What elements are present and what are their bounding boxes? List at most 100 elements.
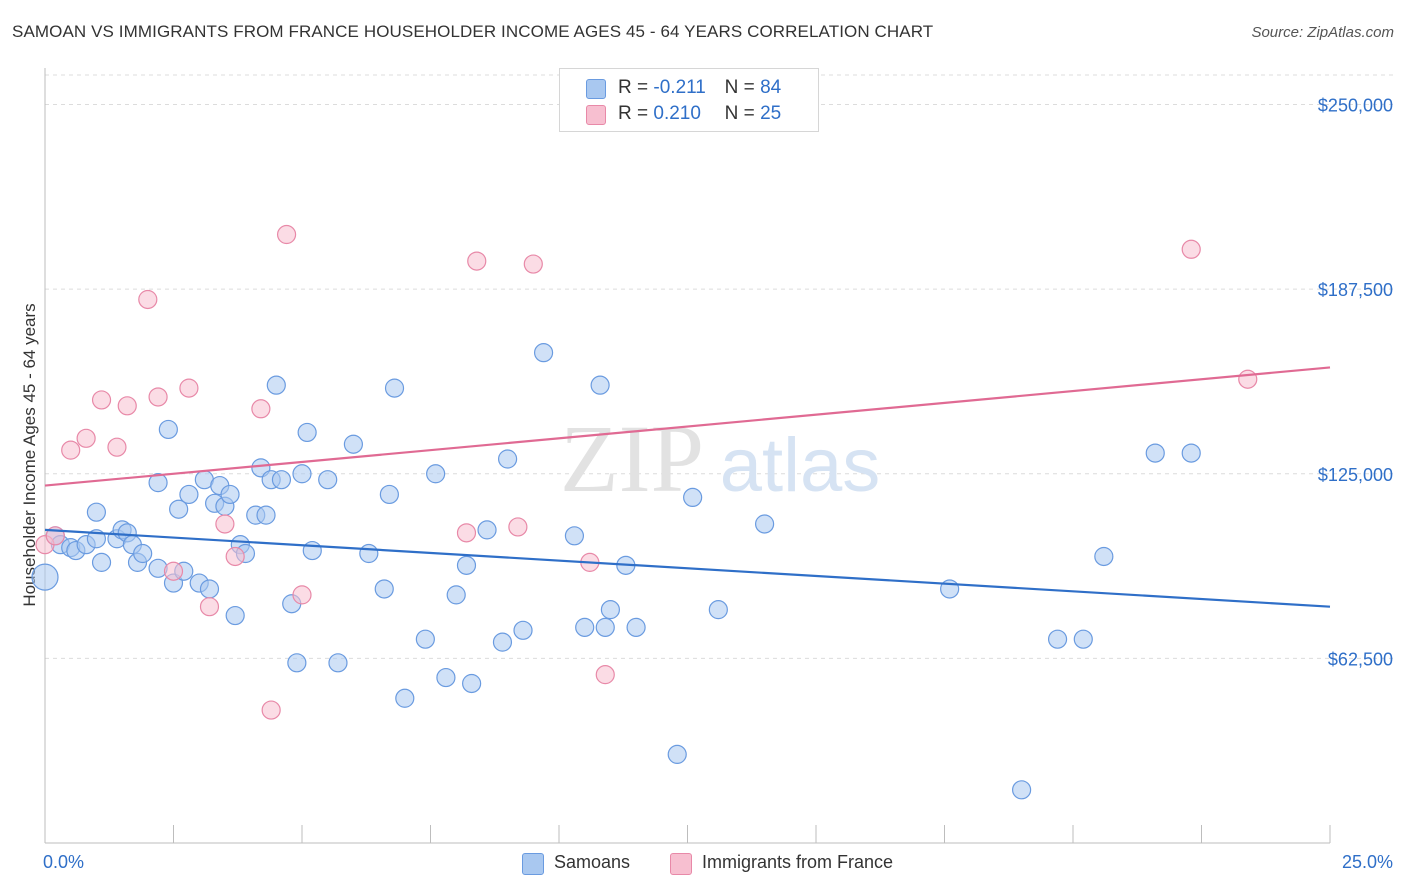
- legend-text-france: R = 0.210 N = 25: [618, 103, 781, 125]
- point-samoans: [626, 617, 646, 637]
- point-samoans: [343, 434, 363, 454]
- n-value-samoans: 84: [760, 77, 782, 98]
- point-samoans: [415, 629, 435, 649]
- legend-text-samoans: R = -0.211 N = 84: [618, 77, 781, 99]
- point-samoans: [1073, 629, 1093, 649]
- point-france: [467, 251, 487, 271]
- point-samoans: [1094, 546, 1114, 567]
- y-tick-label: $250,000: [1318, 96, 1393, 116]
- point-samoans: [266, 375, 286, 395]
- n-value-france: 25: [760, 103, 782, 124]
- point-france: [261, 700, 281, 720]
- r-value-samoans: -0.211: [653, 77, 706, 98]
- point-samoans: [1181, 443, 1201, 463]
- point-samoans: [91, 552, 112, 572]
- trend-lines: [44, 366, 1331, 608]
- point-samoans: [600, 600, 621, 620]
- point-france: [225, 546, 245, 567]
- point-samoans: [287, 653, 307, 673]
- point-samoans: [595, 617, 615, 637]
- point-samoans: [754, 514, 775, 534]
- point-samoans: [590, 375, 610, 395]
- point-samoans: [302, 540, 322, 561]
- point-samoans: [179, 484, 199, 505]
- point-samoans: [477, 520, 497, 540]
- point-samoans: [436, 667, 456, 688]
- point-france: [163, 561, 184, 581]
- point-france: [276, 224, 297, 245]
- legend-swatch: [670, 853, 692, 875]
- point-samoans: [271, 470, 292, 490]
- point-samoans: [148, 473, 168, 493]
- legend-swatch-france: [586, 105, 606, 125]
- point-samoans: [492, 632, 513, 652]
- point-france: [76, 428, 96, 448]
- point-france: [215, 514, 235, 534]
- point-samoans: [384, 378, 405, 398]
- y-tick-label: $62,500: [1328, 649, 1393, 669]
- point-france: [117, 396, 137, 416]
- point-france: [61, 440, 81, 460]
- point-france: [508, 517, 528, 537]
- point-france: [148, 387, 168, 407]
- point-samoans: [158, 419, 178, 440]
- point-samoans: [328, 653, 348, 673]
- x-tick-min: 0.0%: [43, 852, 85, 872]
- legend-label: Immigrants from France: [702, 852, 894, 872]
- trend-line-france: [44, 366, 1331, 487]
- x-tick-max: 25.0%: [1341, 852, 1393, 872]
- point-france: [179, 378, 199, 398]
- point-samoans: [1011, 780, 1032, 800]
- point-samoans: [31, 563, 59, 591]
- legend-swatch: [522, 853, 544, 875]
- n-label: N =: [724, 103, 755, 124]
- point-france: [292, 585, 312, 605]
- point-samoans: [683, 487, 703, 507]
- point-france: [91, 390, 112, 410]
- point-france: [1238, 369, 1258, 389]
- axes: [44, 68, 1331, 844]
- point-samoans: [292, 464, 312, 484]
- r-label: R =: [618, 103, 649, 124]
- source-label: Source: ZipAtlas.com: [1251, 24, 1394, 41]
- point-samoans: [199, 579, 220, 599]
- point-france: [595, 665, 615, 685]
- point-france: [107, 437, 127, 457]
- point-samoans: [220, 484, 240, 505]
- n-label: N =: [724, 77, 755, 98]
- point-samoans: [359, 543, 379, 564]
- point-france: [1181, 239, 1201, 259]
- y-tick-label: $125,000: [1318, 465, 1393, 485]
- watermark-zip: ZIP: [560, 405, 704, 512]
- watermark-atlas: atlas: [720, 423, 881, 508]
- point-samoans: [564, 526, 585, 546]
- point-samoans: [169, 499, 189, 519]
- point-samoans: [513, 620, 533, 640]
- point-samoans: [456, 555, 477, 575]
- watermark: ZIP atlas: [560, 405, 880, 512]
- point-samoans: [426, 464, 446, 484]
- point-samoans: [498, 449, 518, 469]
- point-samoans: [462, 673, 482, 694]
- stats-legend: R = -0.211 N = 84 R = 0.210 N = 25: [559, 68, 819, 132]
- point-samoans: [1047, 629, 1068, 649]
- legend-label: Samoans: [554, 852, 631, 872]
- r-label: R =: [618, 77, 649, 98]
- point-samoans: [318, 470, 338, 490]
- point-samoans: [225, 605, 245, 626]
- point-france: [138, 289, 158, 310]
- r-value-france: 0.210: [653, 103, 701, 124]
- point-france: [199, 597, 220, 617]
- y-tick-labels: $62,500 $125,000 $187,500 $250,000: [1318, 96, 1393, 670]
- point-samoans: [575, 617, 595, 637]
- point-samoans: [256, 505, 276, 525]
- point-samoans: [133, 543, 153, 564]
- chart-title: SAMOAN VS IMMIGRANTS FROM FRANCE HOUSEHO…: [12, 22, 934, 41]
- point-samoans: [1145, 443, 1165, 463]
- point-france: [456, 523, 477, 543]
- point-samoans: [395, 688, 415, 708]
- point-france: [523, 254, 543, 274]
- data-points: [31, 224, 1258, 800]
- point-samoans: [446, 585, 466, 605]
